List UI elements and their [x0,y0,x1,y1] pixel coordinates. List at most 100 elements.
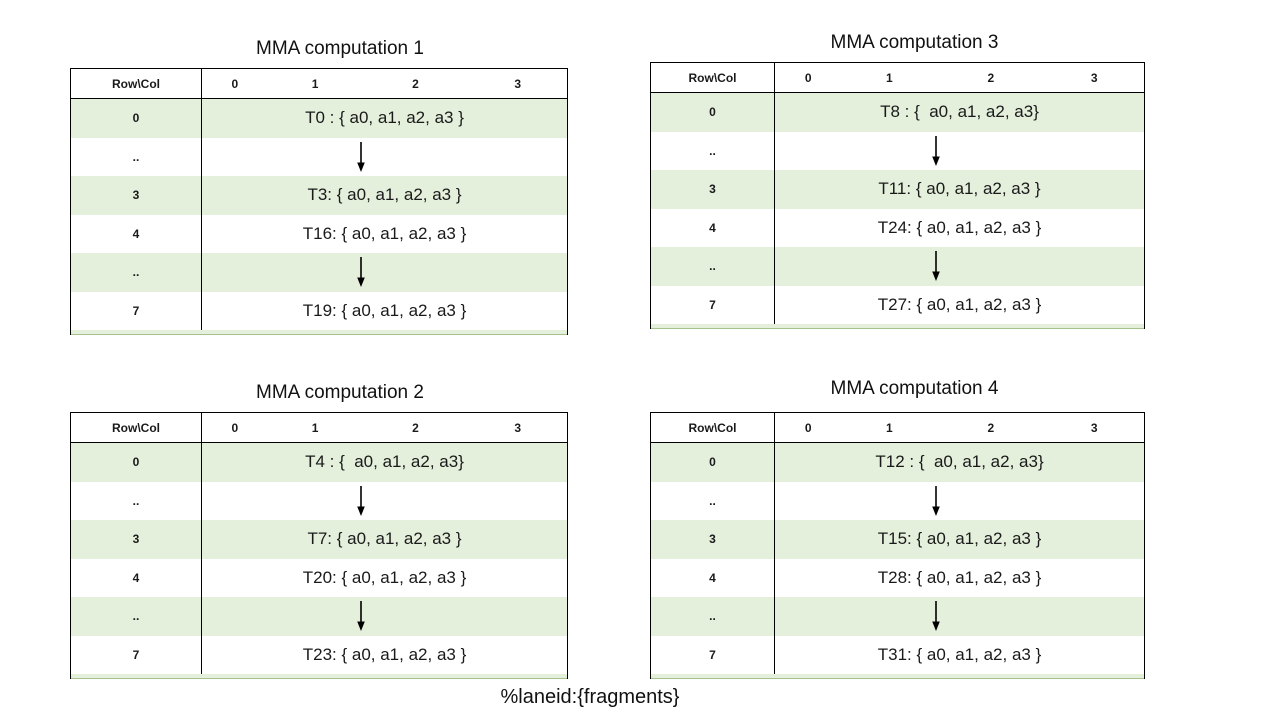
header-corner-cell: Row\Col [651,63,775,92]
cell-content: T11: { a0, a1, a2, a3 } [878,179,1041,199]
cell-content [178,482,543,521]
cell-content [751,597,1120,636]
cell-content: T16: { a0, a1, a2, a3 } [302,223,467,243]
down-arrow-icon [931,251,940,282]
partial-row-strip [71,674,567,679]
table-header-row: Row\Col 0 1 2 3 [651,63,1144,93]
row-label: 4 [651,558,775,597]
table-row: .. [71,253,567,292]
down-arrow-icon [356,141,365,172]
row-label: .. [651,481,775,520]
partial-row-strip [651,324,1144,329]
header-corner-cell: Row\Col [71,69,202,98]
header-col-0: 0 [804,70,812,85]
table-header-row: Row\Col 0 1 2 3 [71,413,567,443]
header-col-1: 1 [886,70,893,85]
header-col-1: 1 [311,420,319,435]
header-cols: 0 1 2 3 [202,69,567,98]
mma-table: Row\Col 0 1 2 3 0 T0 : { a0, a1, a2, a3 … [70,68,568,335]
header-col-1: 1 [886,420,893,435]
cell-content [751,132,1120,171]
cell-content [751,247,1120,286]
table-title: MMA computation 2 [256,382,424,403]
cell-content: T28: { a0, a1, a2, a3 } [877,567,1042,587]
header-col-2: 2 [412,420,419,435]
row-label: .. [71,481,202,520]
down-arrow-icon [356,485,365,516]
table-row: 7 T23: { a0, a1, a2, a3 } [71,635,567,674]
header-col-1: 1 [311,76,319,91]
row-label: 0 [71,99,202,138]
mma-table: Row\Col 0 1 2 3 0 T12 : { a0, a1, a2, a3… [650,412,1145,679]
header-col-0: 0 [804,420,812,435]
row-label: 7 [651,635,775,674]
table-row: 3 T15: { a0, a1, a2, a3 } [651,520,1144,559]
table-row: 0 T12 : { a0, a1, a2, a3} [651,443,1144,482]
table-row: .. [71,137,567,177]
cell-content: T7: { a0, a1, a2, a3 } [307,529,462,549]
cell-content: T15: { a0, a1, a2, a3 } [877,529,1042,549]
table-row: .. [651,481,1144,520]
header-col-0: 0 [231,420,239,435]
down-arrow-icon [931,485,940,516]
cell-content: T8 : { a0, a1, a2, a3} [880,102,1039,122]
header-corner-cell: Row\Col [71,413,202,442]
header-cols: 0 1 2 3 [202,413,567,442]
table-row: .. [651,247,1144,286]
table-title: MMA computation 3 [830,32,999,53]
cell-content: T3: { a0, a1, a2, a3 } [307,185,462,205]
table-row: .. [71,481,567,521]
table-row: 4 T20: { a0, a1, a2, a3 } [71,558,567,597]
cell-content: T31: { a0, a1, a2, a3 } [877,644,1042,664]
row-label: .. [651,247,775,286]
table-row: 0 T4 : { a0, a1, a2, a3} [71,443,567,482]
table-row: 0 T8 : { a0, a1, a2, a3} [651,93,1144,132]
header-col-2: 2 [412,76,419,91]
table-row: 7 T27: { a0, a1, a2, a3 } [651,285,1144,324]
row-label: 0 [651,93,775,132]
cell-content: T4 : { a0, a1, a2, a3} [305,452,464,472]
row-label: .. [651,131,775,170]
mma-computation-3-panel: MMA computation 3 Row\Col 0 1 2 3 0 T8 :… [650,30,1145,329]
row-label: 7 [71,291,202,330]
header-col-2: 2 [987,70,995,85]
down-arrow-icon [356,257,365,288]
cell-content: T19: { a0, a1, a2, a3 } [302,300,467,320]
table-row: 3 T3: { a0, a1, a2, a3 } [71,176,567,215]
table-title: MMA computation 4 [830,378,999,399]
cell-content: T12 : { a0, a1, a2, a3} [875,452,1044,472]
header-col-2: 2 [987,420,995,435]
table-header-row: Row\Col 0 1 2 3 [651,413,1144,443]
header-corner-cell: Row\Col [651,413,775,442]
table-row: .. [651,131,1144,171]
table-row: .. [651,597,1144,636]
cell-content: T20: { a0, a1, a2, a3 } [302,567,467,587]
row-label: .. [651,597,775,636]
header-col-0: 0 [231,76,239,91]
table-row: 7 T31: { a0, a1, a2, a3 } [651,635,1144,674]
row-label: 3 [71,176,202,215]
row-label: .. [71,253,202,292]
table-row: 3 T11: { a0, a1, a2, a3 } [651,170,1144,209]
cell-content [178,138,543,177]
row-label: 3 [71,520,202,559]
row-label: .. [71,597,202,636]
cell-content: T27: { a0, a1, a2, a3 } [877,294,1042,314]
table-row: 0 T0 : { a0, a1, a2, a3 } [71,99,567,138]
cell-content: T24: { a0, a1, a2, a3 } [877,217,1042,237]
footer-caption: %laneid:{fragments} [500,686,680,708]
table-row: 3 T7: { a0, a1, a2, a3 } [71,520,567,559]
mma-computation-1-panel: MMA computation 1 Row\Col 0 1 2 3 0 T0 :… [70,36,568,335]
mma-table: Row\Col 0 1 2 3 0 T8 : { a0, a1, a2, a3}… [650,62,1145,329]
header-col-3: 3 [514,76,522,91]
row-label: .. [71,137,202,176]
table-row: .. [71,597,567,636]
cell-content: T0 : { a0, a1, a2, a3 } [305,108,464,128]
row-label: 4 [71,558,202,597]
cell-content [178,253,543,292]
row-label: 0 [71,443,202,482]
down-arrow-icon [356,601,365,632]
header-col-3: 3 [1090,70,1098,85]
table-title: MMA computation 1 [256,38,424,59]
